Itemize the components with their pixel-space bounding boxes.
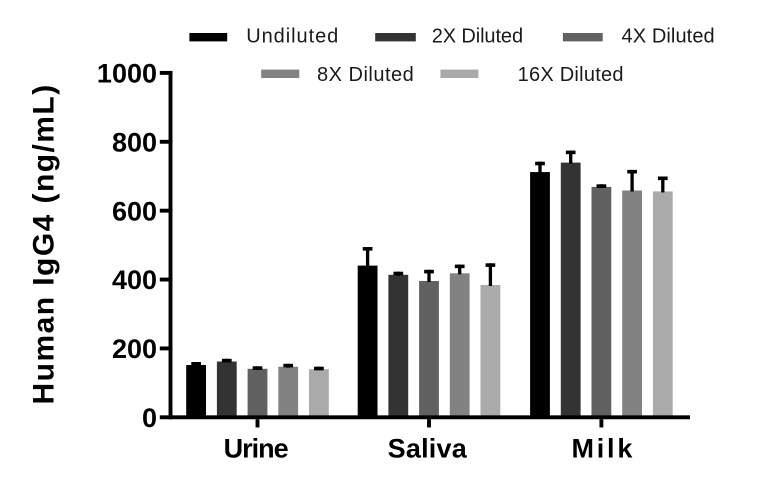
svg-text:Saliva: Saliva [388,433,468,463]
svg-text:2X Diluted: 2X Diluted [432,26,523,48]
svg-text:1000: 1000 [97,59,157,89]
svg-text:Urine: Urine [224,433,289,463]
svg-text:800: 800 [112,128,157,158]
svg-text:16X Diluted: 16X Diluted [518,64,624,86]
svg-text:0: 0 [142,403,157,433]
svg-text:400: 400 [112,265,157,295]
svg-text:8X Diluted: 8X Diluted [317,64,414,86]
svg-text:200: 200 [112,334,157,364]
svg-text:Milk: Milk [571,433,635,463]
svg-text:600: 600 [112,196,157,226]
svg-text:Human IgG4 (ng/mL): Human IgG4 (ng/mL) [28,83,61,404]
svg-text:Undiluted: Undiluted [246,26,339,48]
svg-text:4X Diluted: 4X Diluted [622,26,715,48]
